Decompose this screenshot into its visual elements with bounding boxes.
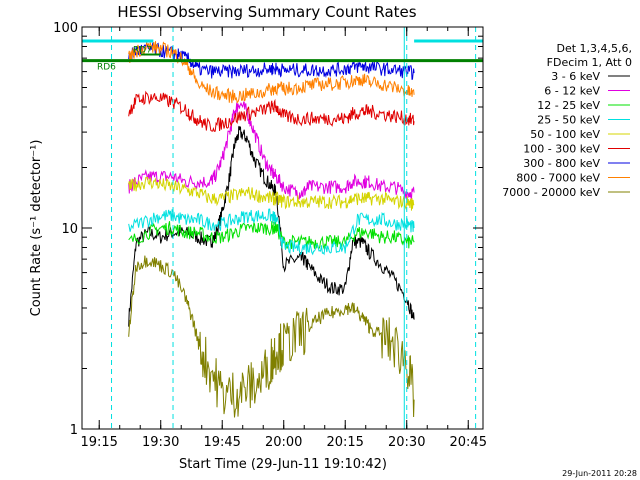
legend-label-2: 12 - 25 keV (537, 99, 600, 112)
legend: Det 1,3,4,5,6,FDecim 1, Att 03 - 6 keV 6 … (502, 42, 632, 199)
x-tick-label: 19:30 (142, 435, 179, 450)
y-tick-label: 10 (61, 222, 78, 237)
series-line-5 (128, 90, 415, 132)
timestamp-label: 29-Jun-2011 20:28 (562, 469, 637, 478)
rd-level-label-1: RD7 (133, 45, 152, 55)
series-line-0 (128, 125, 415, 327)
x-tick-label: 19:15 (80, 435, 117, 450)
overlay-layer: RD6 RD7 (82, 27, 483, 429)
legend-title-line: Det 1,3,4,5,6, (556, 42, 632, 55)
legend-label-7: 800 - 7000 keV (516, 172, 600, 185)
series-line-8 (128, 255, 415, 418)
legend-label-5: 100 - 300 keV (523, 143, 600, 156)
series-line-3 (128, 208, 415, 256)
x-tick-label: 20:45 (450, 435, 487, 450)
rd-level-label-0: RD6 (97, 63, 116, 73)
x-tick-label: 19:45 (203, 435, 240, 450)
series-line-2 (128, 221, 415, 251)
legend-label-8: 7000 - 20000 keV (502, 186, 600, 199)
legend-title-line: FDecim 1, Att 0 (547, 56, 632, 69)
x-tick-label: 20:15 (326, 435, 363, 450)
ticks-layer: 19:15 19:30 19:45 20:00 20:15 20:30 20:45 1 10 10… (53, 21, 487, 450)
y-tick-label: 1 (70, 423, 78, 438)
legend-label-6: 300 - 800 keV (523, 157, 600, 170)
legend-label-0: 3 - 6 keV (551, 70, 600, 83)
series-line-4 (128, 176, 415, 211)
x-tick-label: 20:30 (388, 435, 425, 450)
x-axis-label: Start Time (29-Jun-11 19:10:42) (179, 457, 387, 472)
chart-title: HESSI Observing Summary Count Rates (117, 3, 416, 21)
legend-label-4: 50 - 100 keV (530, 128, 600, 141)
series-line-1 (128, 101, 415, 200)
series-layer (128, 41, 415, 418)
legend-label-1: 6 - 12 keV (544, 85, 600, 98)
y-axis-label: Count Rate (s⁻¹ detector⁻¹) (29, 140, 44, 317)
x-tick-label: 20:00 (265, 435, 302, 450)
y-tick-label: 100 (53, 21, 78, 36)
legend-label-3: 25 - 50 keV (537, 114, 600, 127)
